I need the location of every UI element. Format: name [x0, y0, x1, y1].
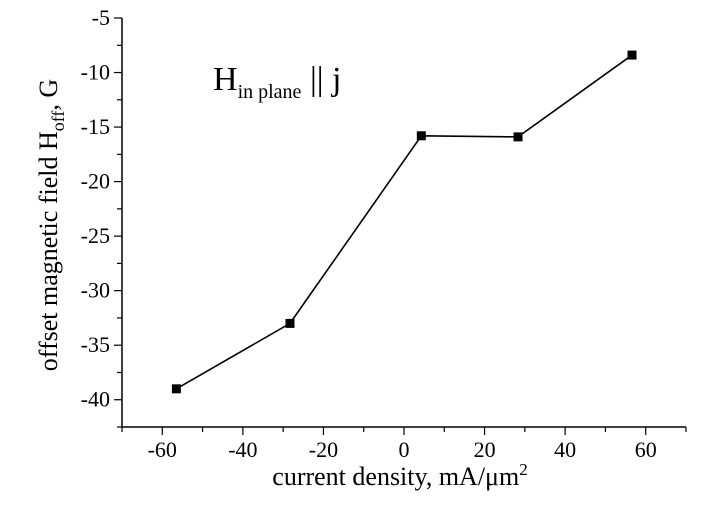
data-point	[513, 132, 523, 142]
ticks: -60 -40 -20 0 20 40 60 -40 -35 -30 -25 -20 -15 -10 -5	[81, 5, 687, 462]
y-axis-title: offset magnetic field Hoff, G	[34, 79, 68, 371]
y-tick-label: -25	[81, 223, 110, 248]
data-point	[627, 50, 637, 60]
x-axis-title: current density, mA/μm2	[272, 460, 527, 491]
y-tick-label: -15	[81, 114, 110, 139]
series-line	[175, 54, 633, 390]
y-tick-label: -30	[81, 278, 110, 303]
chart-annotation: Hin plane || j	[213, 61, 342, 103]
x-tick-label: 40	[554, 437, 576, 462]
y-tick-label: -5	[92, 5, 110, 30]
x-tick-label: -20	[309, 437, 338, 462]
data-point	[416, 131, 426, 141]
data-point	[285, 318, 295, 328]
series-layer	[171, 50, 637, 394]
x-tick-label: -60	[148, 437, 177, 462]
axes	[121, 18, 686, 428]
data-point	[171, 384, 181, 394]
x-tick-label: -40	[228, 437, 257, 462]
y-tick-label: -40	[81, 387, 110, 412]
x-tick-label: 60	[635, 437, 657, 462]
y-tick-label: -35	[81, 332, 110, 357]
y-tick-label: -10	[81, 60, 110, 85]
x-tick-label: 20	[474, 437, 496, 462]
y-tick-label: -20	[81, 169, 110, 194]
x-tick-label: 0	[399, 437, 410, 462]
